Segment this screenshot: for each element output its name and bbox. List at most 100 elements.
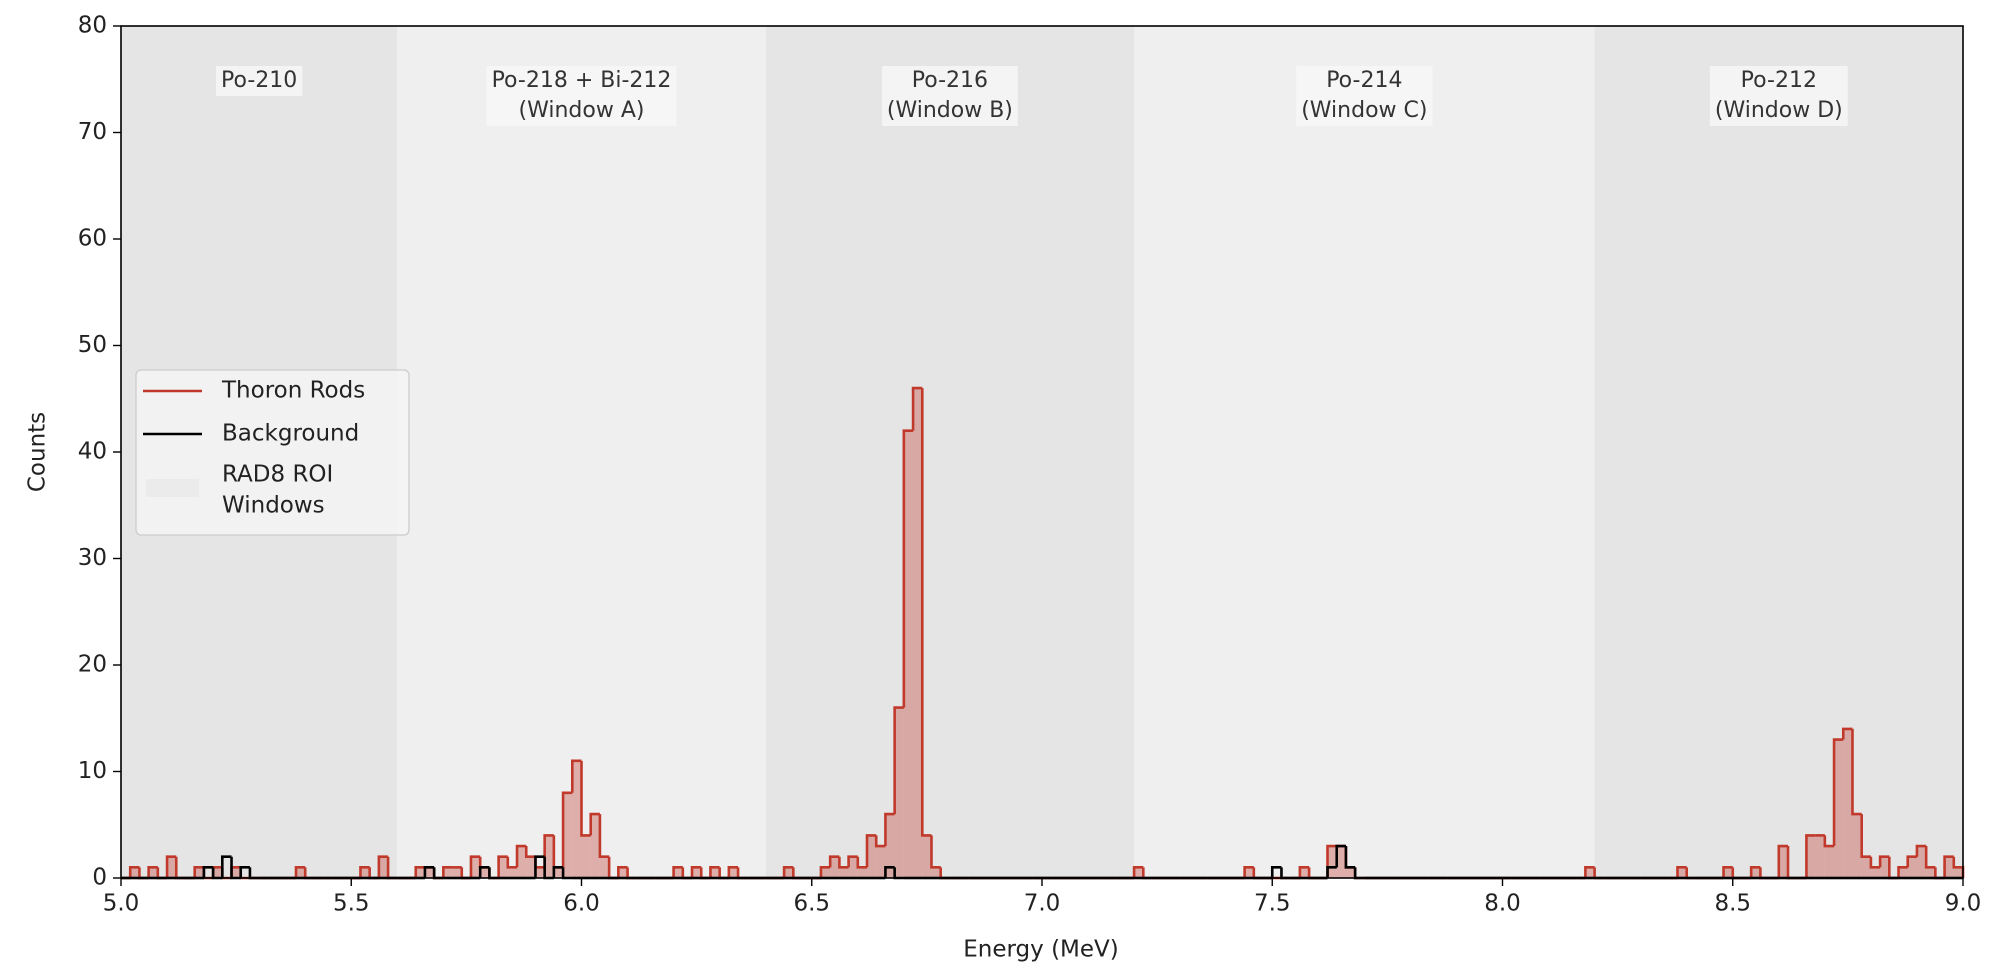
hist-bar	[470, 856, 481, 878]
hist-bar	[415, 867, 425, 878]
hist-step	[165, 855, 177, 878]
hist-step	[617, 866, 628, 878]
roi-label-text: (Window A)	[519, 98, 645, 123]
hist-step	[1943, 855, 1954, 878]
roi-window	[765, 26, 1135, 878]
hist-step	[294, 866, 306, 878]
y-tick-label: 50	[78, 332, 107, 358]
roi-window	[397, 26, 766, 878]
hist-bar	[1870, 867, 1881, 878]
hist-bar	[1815, 835, 1825, 878]
hist-step	[1270, 866, 1282, 878]
hist-step	[1924, 846, 1936, 869]
roi-label-text: (Window B)	[887, 98, 1013, 123]
hist-step	[414, 866, 425, 878]
legend-frame	[135, 369, 410, 536]
hist-bar	[1880, 856, 1890, 878]
y-tick-label: 30	[78, 545, 107, 571]
hist-bar	[572, 760, 582, 878]
hist-bar	[1852, 814, 1862, 878]
legend-swatch	[146, 479, 199, 497]
x-tick-label: 7.0	[1024, 891, 1061, 917]
hist-step	[359, 866, 370, 878]
hist-bar	[1751, 867, 1761, 878]
hist-bar	[213, 867, 223, 878]
hist-bar	[1677, 867, 1687, 878]
y-tick-label: 40	[78, 439, 107, 465]
hist-step	[1805, 834, 1816, 878]
x-tick-label: 5.5	[333, 891, 370, 917]
hist-bar	[922, 835, 932, 878]
y-tick-label: 20	[78, 652, 107, 678]
x-tick-label: 6.5	[793, 891, 830, 917]
hist-bar	[1926, 867, 1936, 878]
hist-step	[911, 386, 923, 431]
roi-label-text: Po-214	[1326, 68, 1402, 93]
hist-step	[580, 760, 591, 837]
hist-bar	[1345, 867, 1356, 878]
hist-step	[1584, 866, 1595, 878]
hist-step	[727, 866, 739, 878]
hist-bar	[130, 867, 140, 878]
hist-step	[1344, 846, 1356, 869]
y-axis-label: Counts	[25, 412, 51, 492]
hist-step	[672, 866, 683, 878]
hist-step	[202, 866, 214, 878]
hist-bar	[913, 388, 923, 878]
hist-bar	[553, 867, 564, 878]
legend-label: Windows	[222, 493, 325, 519]
x-tick-label: 9.0	[1945, 891, 1982, 917]
x-tick-label: 6.0	[563, 891, 600, 917]
hist-bar	[1916, 846, 1927, 878]
hist-step	[423, 866, 435, 878]
hist-step	[1243, 866, 1254, 878]
hist-step	[589, 812, 600, 836]
hist-bar	[1336, 846, 1346, 878]
roi-label-text: (Window C)	[1301, 98, 1427, 123]
roi-label-text: Po-218 + Bi-212	[492, 68, 672, 93]
roi-label-box	[486, 66, 677, 126]
hist-bar	[581, 835, 591, 878]
hist-step	[552, 866, 564, 878]
hist-bar	[848, 856, 858, 878]
hist-step	[1878, 855, 1890, 868]
roi-label-text: Po-210	[221, 68, 297, 93]
hist-bar	[1585, 867, 1595, 878]
hist-step	[524, 846, 536, 858]
hist-step	[865, 834, 877, 868]
hist-bar	[1953, 867, 1963, 878]
hist-step	[884, 812, 895, 847]
hist-bar	[360, 867, 370, 878]
hist-step	[221, 855, 232, 878]
hist-step	[561, 791, 573, 868]
hist-step	[782, 866, 794, 878]
roi-window	[1594, 26, 1963, 878]
roi-label: Po-216 (Window B)	[881, 66, 1018, 126]
hist-step	[1298, 866, 1310, 878]
hist-step	[506, 856, 518, 869]
hist-bar	[692, 867, 702, 878]
hist-step	[1841, 727, 1853, 740]
hist-step	[819, 866, 831, 878]
roi-label: Po-210	[216, 66, 303, 96]
hist-bar	[728, 867, 739, 878]
hist-bar	[1824, 846, 1835, 878]
hist-bar	[1834, 739, 1844, 878]
hist-bar	[1944, 856, 1954, 878]
hist-step	[239, 866, 250, 878]
hist-step	[598, 814, 610, 858]
hist-bar	[167, 856, 177, 878]
hist-step	[1823, 835, 1835, 848]
roi-label: Po-214 (Window C)	[1296, 66, 1433, 126]
hist-bar	[526, 856, 536, 878]
hist-step	[893, 706, 904, 815]
hist-step	[193, 866, 204, 878]
hist-bar	[1299, 867, 1310, 878]
hist-bar	[517, 846, 527, 878]
hist-bar	[295, 867, 306, 878]
hist-step	[478, 866, 490, 878]
hist-step	[1749, 866, 1761, 878]
x-tick-label: 8.0	[1484, 891, 1521, 917]
hist-step	[515, 844, 527, 868]
